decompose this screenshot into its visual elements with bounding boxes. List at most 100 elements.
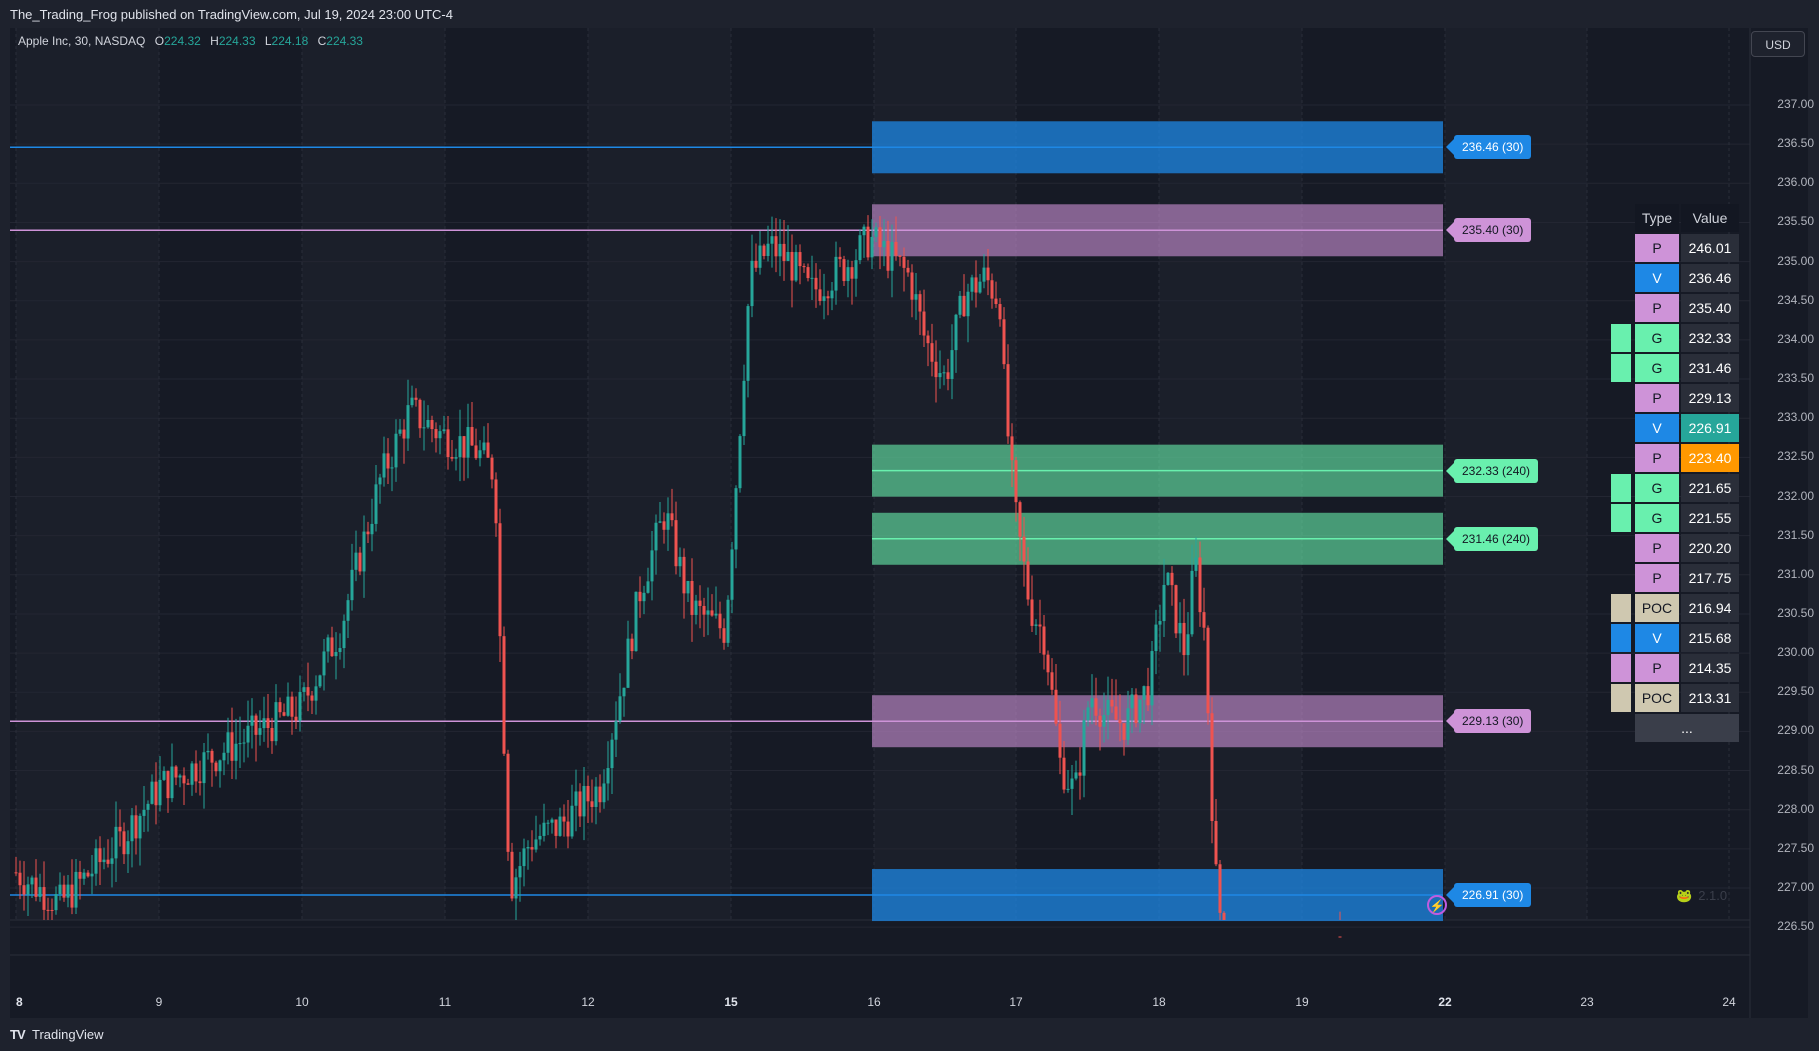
table-value-cell: 221.55: [1681, 504, 1739, 532]
symbol-name[interactable]: Apple Inc, 30, NASDAQ: [18, 34, 146, 48]
candle-body: [134, 815, 138, 839]
table-row-marker: [1611, 684, 1631, 712]
table-header-type: Type: [1635, 204, 1679, 232]
table-value-cell: 236.46: [1681, 264, 1739, 292]
open-value: 224.32: [164, 34, 201, 48]
session-band: [302, 28, 445, 920]
candle-body: [874, 227, 878, 237]
time-tick-label: 11: [438, 995, 452, 1009]
candle-body: [1202, 612, 1206, 628]
candle-body: [390, 467, 394, 469]
candle-body: [262, 718, 266, 729]
price-tick-label: 232.50: [1777, 449, 1814, 464]
candle-body: [162, 771, 166, 780]
candle-body: [962, 295, 966, 317]
candle-body: [958, 295, 962, 315]
candle-body: [778, 243, 782, 257]
candle-body: [1002, 319, 1006, 365]
table-type-cell: P: [1635, 534, 1679, 562]
candle-body: [438, 431, 442, 439]
table-value-cell: 214.35: [1681, 654, 1739, 682]
candle-body: [598, 786, 602, 803]
bolt-icon[interactable]: ⚡: [1427, 895, 1447, 915]
candle-body: [630, 638, 634, 652]
candle-body: [1054, 689, 1058, 724]
candle-body: [30, 877, 34, 885]
candle-body: [542, 822, 546, 836]
candle-body: [870, 236, 874, 258]
candle-body: [546, 822, 550, 824]
candle-body: [850, 267, 854, 279]
candle-body: [430, 419, 434, 430]
candle-body: [374, 484, 378, 524]
candle-body: [126, 841, 130, 855]
candle-body: [1026, 561, 1030, 600]
candle-body: [926, 335, 930, 344]
session-band: [16, 28, 159, 920]
candle-body: [594, 786, 598, 807]
candle-body: [1130, 694, 1134, 709]
candle-body: [522, 848, 526, 867]
price-tick-label: 229.00: [1777, 723, 1814, 738]
candle-body: [66, 884, 70, 898]
candle-body: [558, 816, 562, 836]
table-type-cell: P: [1635, 234, 1679, 262]
candle-body: [202, 752, 206, 784]
candle-body: [226, 732, 230, 753]
table-value-cell: 223.40: [1681, 444, 1739, 472]
candle-body: [58, 884, 62, 895]
publisher-line: The_Trading_Frog published on TradingVie…: [10, 7, 453, 22]
candle-body: [78, 871, 82, 879]
candle-body: [122, 831, 126, 855]
candle-body: [986, 267, 990, 281]
candle-body: [642, 592, 646, 602]
candle-body: [138, 815, 142, 839]
candle-body: [894, 241, 898, 256]
candle-body: [618, 696, 622, 722]
price-tick-label: 234.50: [1777, 292, 1814, 307]
candle-body: [54, 894, 58, 911]
candle-body: [14, 872, 18, 874]
currency-button[interactable]: USD: [1751, 31, 1805, 57]
footer-brand[interactable]: TradingView: [32, 1027, 104, 1042]
candle-body: [798, 252, 802, 267]
table-value-cell: 220.20: [1681, 534, 1739, 562]
candle-body: [1194, 557, 1198, 571]
candle-body: [74, 871, 78, 908]
candle-body: [1062, 757, 1066, 790]
candle-body: [878, 227, 882, 248]
candle-body: [974, 277, 978, 293]
candle-body: [602, 783, 606, 803]
candle-body: [62, 884, 66, 898]
candle-body: [782, 243, 786, 261]
tradingview-logo-icon[interactable]: TV: [10, 1027, 26, 1042]
candle-body: [98, 848, 102, 863]
price-tick-label: 228.50: [1777, 762, 1814, 777]
candle-body: [538, 835, 542, 840]
price-chart[interactable]: [10, 28, 1808, 1018]
candle-body: [242, 742, 246, 744]
candle-body: [1198, 557, 1202, 613]
chart-pane[interactable]: [10, 28, 1808, 1018]
table-row-marker: [1611, 654, 1631, 682]
table-value-cell: 226.91: [1681, 414, 1739, 442]
candle-body: [654, 522, 658, 551]
candle-body: [194, 763, 198, 782]
candle-body: [742, 380, 746, 437]
candle-body: [222, 752, 226, 761]
candle-body: [258, 728, 262, 735]
candle-body: [670, 513, 674, 521]
candle-body: [814, 277, 818, 290]
candle-body: [502, 636, 506, 754]
candle-body: [494, 479, 498, 524]
time-tick-label: 18: [1152, 995, 1166, 1009]
candle-body: [914, 294, 918, 300]
candle-body: [154, 781, 158, 806]
candle-body: [898, 255, 902, 257]
candle-body: [330, 637, 334, 657]
candle-body: [114, 826, 118, 859]
candle-body: [518, 866, 522, 878]
candle-body: [338, 648, 342, 653]
time-tick-label: 9: [155, 995, 163, 1009]
candle-body: [482, 442, 486, 451]
